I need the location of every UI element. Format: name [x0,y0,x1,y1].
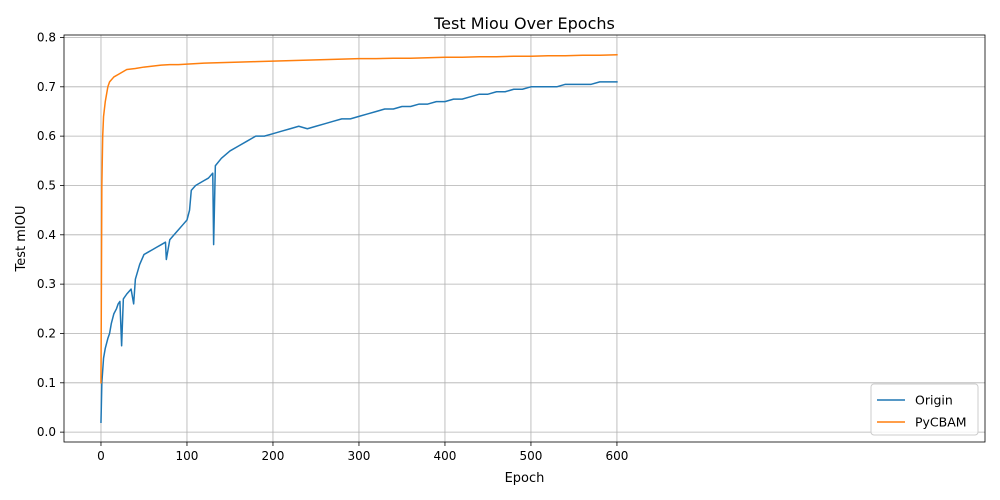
x-tick-label: 0 [97,449,105,463]
y-axis-label: Test mIOU [14,206,29,273]
x-tick-label: 500 [519,449,542,463]
y-tick-label: 0.1 [37,376,56,390]
y-tick-label: 0.3 [37,277,56,291]
x-tick-label: 300 [348,449,371,463]
y-tick-label: 0.4 [37,228,56,242]
x-axis-label: Epoch [505,471,545,486]
y-tick-label: 0.2 [37,326,56,340]
x-tick-label: 200 [262,449,285,463]
plot-frame [63,34,986,443]
x-tick-label: 400 [434,449,457,463]
chart-title: Test Miou Over Epochs [433,14,615,33]
series-line-pycbam [100,53,618,384]
y-tick-label: 0.8 [37,30,56,44]
x-tick-label: 600 [605,449,628,463]
axis-ticks: 0 100 200 300 400 500 600 0.0 0.1 0.2 0.3 0.4 0.5 0.6… [37,30,628,463]
legend-label-origin: Origin [915,393,953,408]
grid [64,35,985,442]
legend-label-pycbam: PyCBAM [915,415,967,430]
y-tick-label: 0.7 [37,80,56,94]
series-line-origin [100,81,618,424]
y-tick-label: 0.0 [37,425,56,439]
y-tick-label: 0.5 [37,178,56,192]
series-lines [100,53,618,424]
legend: Origin PyCBAM [870,383,979,436]
y-tick-label: 0.6 [37,129,56,143]
x-tick-label: 100 [176,449,199,463]
